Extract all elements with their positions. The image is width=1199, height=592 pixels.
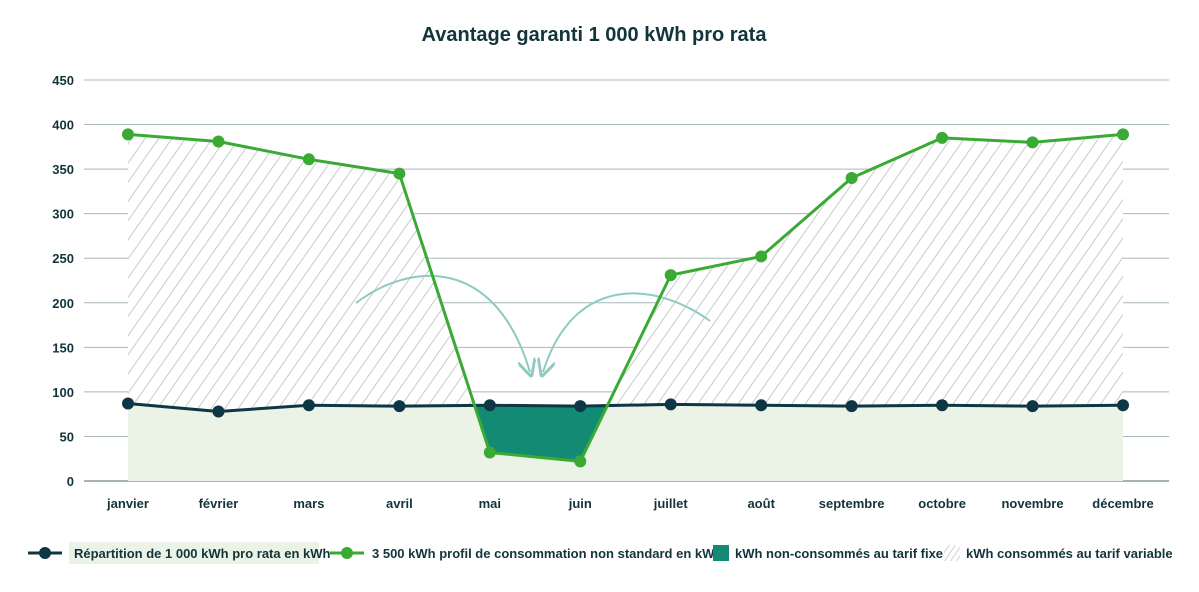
y-tick-label: 250 [52,251,74,266]
data-point-series-1 [1026,136,1039,149]
y-tick-label: 100 [52,385,74,400]
data-point-series-1 [212,135,225,148]
legend-item-fixed: kWh non-consommés au tarif fixe [713,545,943,561]
y-axis-ticks: 0 50 100 150 200 250 300 350 400 450 [52,73,74,489]
legend-item-variable: kWh consommés au tarif variable [944,545,1173,561]
arrow-left [355,274,530,372]
data-point-series-1 [483,446,496,459]
legend-swatch-fixed [713,545,729,561]
x-tick-label: février [199,496,239,511]
fixed-area [474,405,608,462]
data-point-series-0 [574,400,587,413]
legend-label-variable: kWh consommés au tarif variable [966,546,1173,561]
data-point-series-0 [936,399,949,412]
x-tick-label: août [747,496,775,511]
arrow-layer [355,274,711,372]
legend-label-fixed: kWh non-consommés au tarif fixe [735,546,943,561]
legend-label-pro-rata: Répartition de 1 000 kWh pro rata en kWh [74,546,330,561]
y-tick-label: 200 [52,296,74,311]
data-point-series-1 [302,153,315,166]
data-point-series-1 [122,128,134,141]
data-point-series-0 [212,405,225,418]
y-tick-label: 400 [52,118,74,133]
chart-title: Avantage garanti 1 000 kWh pro rata [422,24,768,46]
data-point-series-1 [755,250,768,263]
x-tick-label: mars [293,496,324,511]
data-point-series-0 [664,398,677,411]
data-point-series-0 [1117,399,1129,412]
legend-swatch-consumption-dot [341,547,353,559]
x-tick-label: avril [386,496,413,511]
x-axis-ticks: janvier février mars avril mai juin juillet aoû… [106,496,1154,511]
x-tick-label: septembre [819,496,885,511]
data-point-series-0 [122,397,134,410]
data-point-series-0 [302,399,315,412]
base-area [128,403,1123,481]
legend-swatch-variable [944,545,960,561]
x-tick-label: juin [568,496,592,511]
y-tick-label: 450 [52,73,74,88]
variable-area-right [607,134,1123,407]
legend-item-pro-rata: Répartition de 1 000 kWh pro rata en kWh [28,542,330,564]
y-tick-label: 0 [67,474,74,489]
area-layer [128,134,1123,481]
data-point-series-0 [845,400,858,413]
data-point-series-1 [574,455,587,468]
y-tick-label: 50 [60,429,74,444]
legend-label-bg [69,542,319,564]
variable-area-left [128,134,475,412]
legend-label-consumption: 3 500 kWh profil de consommation non sta… [372,546,722,561]
data-point-series-0 [393,400,406,413]
y-tick-label: 150 [52,340,74,355]
legend-swatch-pro-rata-dot [39,547,51,559]
x-tick-label: décembre [1092,496,1153,511]
arrow-right [543,292,711,372]
line-layer [127,132,1124,463]
y-tick-label: 300 [52,207,74,222]
x-tick-label: novembre [1001,496,1063,511]
data-point-series-0 [755,399,768,412]
x-tick-label: juillet [653,496,689,511]
x-tick-label: janvier [106,496,149,511]
data-point-series-0 [1026,400,1039,413]
data-point-series-1 [664,269,677,282]
legend-item-consumption: 3 500 kWh profil de consommation non sta… [330,546,722,561]
data-point-series-1 [393,167,406,180]
data-point-series-1 [1117,128,1129,141]
y-tick-label: 350 [52,162,74,177]
series-line-0 [127,401,1124,413]
series-line-1 [127,132,1124,463]
data-point-series-1 [845,172,858,185]
data-point-series-1 [936,131,949,144]
x-tick-label: octobre [918,496,966,511]
x-tick-label: mai [479,496,501,511]
data-point-series-0 [483,399,496,412]
point-layer [122,128,1129,468]
legend: Répartition de 1 000 kWh pro rata en kWh… [28,542,1173,564]
